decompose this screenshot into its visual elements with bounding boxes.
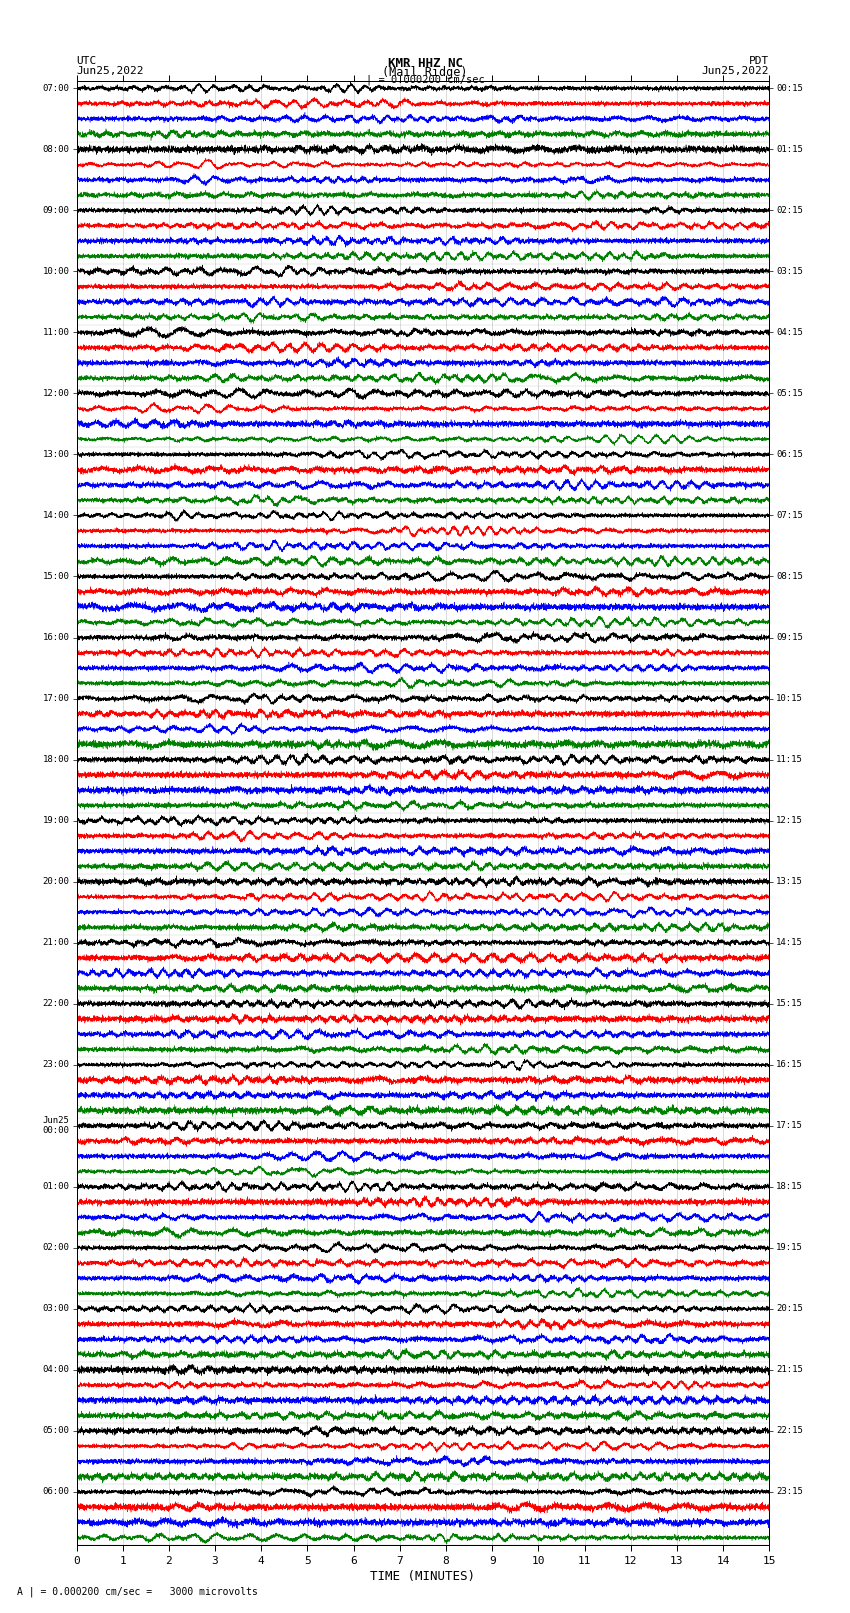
Text: PDT: PDT bbox=[749, 56, 769, 66]
Text: UTC: UTC bbox=[76, 56, 97, 66]
Text: (Mail Ridge): (Mail Ridge) bbox=[382, 66, 468, 79]
Text: A | = 0.000200 cm/sec =   3000 microvolts: A | = 0.000200 cm/sec = 3000 microvolts bbox=[17, 1586, 258, 1597]
X-axis label: TIME (MINUTES): TIME (MINUTES) bbox=[371, 1569, 475, 1582]
Text: KMR HHZ NC: KMR HHZ NC bbox=[388, 56, 462, 71]
Text: Jun25,2022: Jun25,2022 bbox=[76, 66, 144, 76]
Text: | = 0.000200 cm/sec: | = 0.000200 cm/sec bbox=[366, 74, 484, 84]
Text: Jun25,2022: Jun25,2022 bbox=[702, 66, 769, 76]
